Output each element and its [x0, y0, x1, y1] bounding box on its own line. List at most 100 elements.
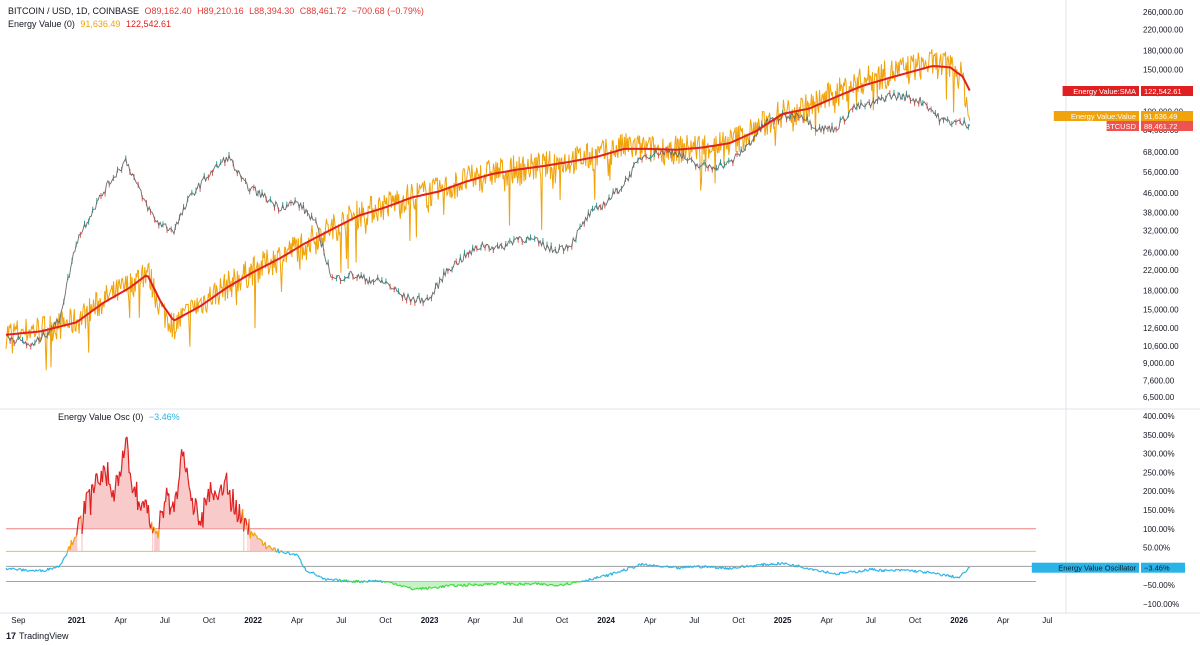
oscillator-segment — [641, 562, 644, 566]
price-axis-tick: 220,000.00 — [1143, 25, 1184, 34]
oscillator-segment — [717, 567, 720, 570]
oscillator-segment — [735, 567, 738, 570]
oscillator-segment — [474, 583, 477, 586]
oscillator-segment — [19, 567, 22, 570]
price-axis-tick: 15,000.00 — [1143, 306, 1179, 315]
oscillator-segment — [484, 583, 487, 585]
oscillator-segment — [586, 579, 588, 582]
price-label-value-bg — [1141, 121, 1193, 131]
oscillator-segment — [289, 553, 292, 556]
oscillator-segment — [625, 569, 628, 572]
oscillator-axis-tick: −100.00% — [1143, 600, 1179, 609]
oscillator-segment — [533, 582, 536, 585]
oscillator-segment — [348, 580, 351, 583]
oscillator-segment — [502, 581, 505, 585]
oscillator-segment — [54, 566, 57, 569]
oscillator-segment — [12, 567, 14, 569]
oscillator-segment — [62, 558, 65, 561]
btc-price-line — [5, 91, 971, 348]
indicator-name: Energy Value (0) — [8, 19, 75, 29]
oscillator-segment — [120, 468, 123, 477]
low-value: L88,394.30 — [249, 6, 295, 16]
oscillator-segment — [583, 580, 586, 583]
oscillator-segment — [217, 492, 220, 501]
oscillator-axis-tick: 400.00% — [1143, 412, 1175, 421]
oscillator-segment — [597, 576, 600, 579]
oscillator-segment — [388, 581, 391, 584]
oscillator-segment — [626, 567, 629, 571]
oscillator-segment — [350, 580, 353, 583]
oscillator-segment — [908, 569, 911, 572]
oscillator-segment — [327, 578, 330, 581]
oscillator-segment — [362, 580, 365, 583]
oscillator-segment — [806, 567, 809, 570]
oscillator-segment — [203, 497, 206, 500]
oscillator-segment — [429, 587, 432, 589]
oscillator-segment — [961, 572, 964, 575]
oscillator-segment — [168, 493, 171, 515]
oscillator-segment — [96, 473, 99, 484]
oscillator-label-name: Energy Value Oscillator — [1058, 564, 1136, 573]
oscillator-segment — [560, 583, 563, 586]
oscillator-axis-tick: 250.00% — [1143, 468, 1175, 477]
oscillator-segment — [773, 563, 776, 566]
oscillator-segment — [41, 569, 44, 572]
oscillator-segment — [668, 566, 671, 569]
oscillator-segment — [398, 584, 401, 587]
oscillator-segment — [33, 570, 36, 572]
oscillator-segment — [77, 517, 80, 526]
oscillator-segment — [114, 475, 117, 490]
oscillator-segment — [157, 528, 160, 539]
oscillator-segment — [194, 498, 198, 503]
oscillator-segment — [941, 574, 944, 577]
oscillator-segment — [230, 507, 233, 512]
oscillator-segment — [278, 551, 281, 554]
oscillator-segment — [530, 583, 533, 586]
oscillator-segment — [8, 567, 11, 570]
oscillator-segment — [704, 564, 707, 567]
oscillator-segment — [461, 585, 464, 588]
oscillator-segment — [956, 576, 959, 579]
oscillator-segment — [202, 497, 205, 528]
oscillator-segment — [129, 472, 132, 483]
oscillator-segment — [547, 584, 550, 587]
oscillator-segment — [498, 582, 500, 584]
oscillator-segment — [611, 572, 614, 576]
oscillator-segment — [213, 490, 216, 501]
oscillator-segment — [15, 568, 18, 571]
oscillator-segment — [483, 583, 485, 585]
indicator-sma: 122,542.61 — [125, 19, 171, 29]
oscillator-segment — [131, 490, 134, 494]
oscillator-segment — [315, 574, 317, 576]
tradingview-brand[interactable]: 17 TradingView — [6, 631, 69, 641]
oscillator-segment — [239, 519, 243, 524]
time-axis-tick: Oct — [909, 616, 922, 625]
oscillator-segment — [466, 583, 470, 587]
oscillator-segment — [580, 580, 583, 583]
price-axis-tick: 32,000.00 — [1143, 227, 1179, 236]
oscillator-segment — [107, 462, 110, 485]
price-label-value: 122,542.61 — [1144, 87, 1182, 96]
price-axis-tick: 260,000.00 — [1143, 8, 1184, 17]
oscillator-segment — [959, 574, 962, 577]
time-axis-tick: Jul — [513, 616, 523, 625]
oscillator-segment — [581, 580, 584, 582]
oscillator-segment — [391, 581, 393, 584]
oscillator-segment — [495, 581, 499, 585]
oscillator-segment — [858, 569, 861, 573]
price-label-name-bg — [1062, 86, 1139, 96]
oscillator-segment — [229, 489, 232, 512]
oscillator-segment — [274, 547, 277, 551]
oscillator-segment — [103, 467, 107, 477]
oscillator-segment — [915, 571, 918, 574]
oscillator-segment — [53, 566, 56, 569]
oscillator-segment — [936, 572, 939, 575]
oscillator-segment — [900, 568, 903, 571]
oscillator-segment — [958, 576, 961, 579]
oscillator-segment — [243, 518, 246, 532]
oscillator-segment — [314, 573, 316, 576]
price-axis-tick: 10,600.00 — [1143, 342, 1179, 351]
oscillator-segment — [479, 583, 482, 587]
oscillator-segment — [382, 580, 385, 583]
